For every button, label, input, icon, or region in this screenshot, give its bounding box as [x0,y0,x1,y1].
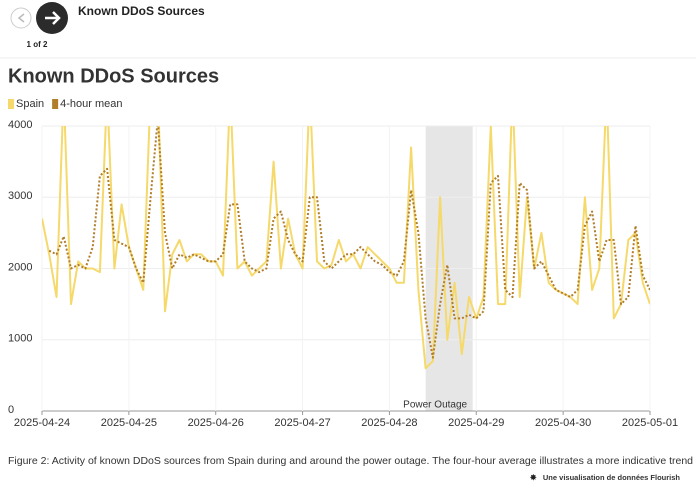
y-tick-label: 1000 [8,333,32,345]
series-line [48,126,650,359]
y-tick-label: 3000 [8,190,32,202]
series-line [42,126,650,370]
x-tick-label: 2025-04-30 [535,417,591,429]
x-tick-label: 2025-04-25 [101,417,157,429]
legend-label: Spain [16,98,44,110]
plot [42,126,650,370]
legend-label: 4-hour mean [60,98,122,110]
slide-counter: 1 of 2 [27,40,48,49]
x-tick-label: 2025-04-27 [274,417,330,429]
x-tick-label: 2025-04-28 [361,417,417,429]
back-button[interactable] [10,7,32,29]
chart-title: Known DDoS Sources [8,65,219,87]
outage-label: Power Outage [403,400,467,411]
next-arrow [45,11,61,25]
legend-swatch [8,99,14,109]
flourish-logo: ✸ [529,472,537,482]
y-tick-label: 2000 [8,261,32,273]
x-tick-label: 2025-04-29 [448,417,504,429]
x-tick-label: 2025-05-01 [622,417,678,429]
y-tick-label: 4000 [8,119,32,131]
x-tick-label: 2025-04-24 [14,417,70,429]
legend-swatch [52,99,59,109]
x-tick-label: 2025-04-26 [188,417,244,429]
caption: Figure 2: Activity of known DDoS sources… [8,455,696,467]
nav-title: Known DDoS Sources [78,4,205,18]
back-arrow [17,13,25,23]
credit: Une visualisation de données Flourish [543,473,681,482]
y-tick-label: 0 [8,404,14,416]
